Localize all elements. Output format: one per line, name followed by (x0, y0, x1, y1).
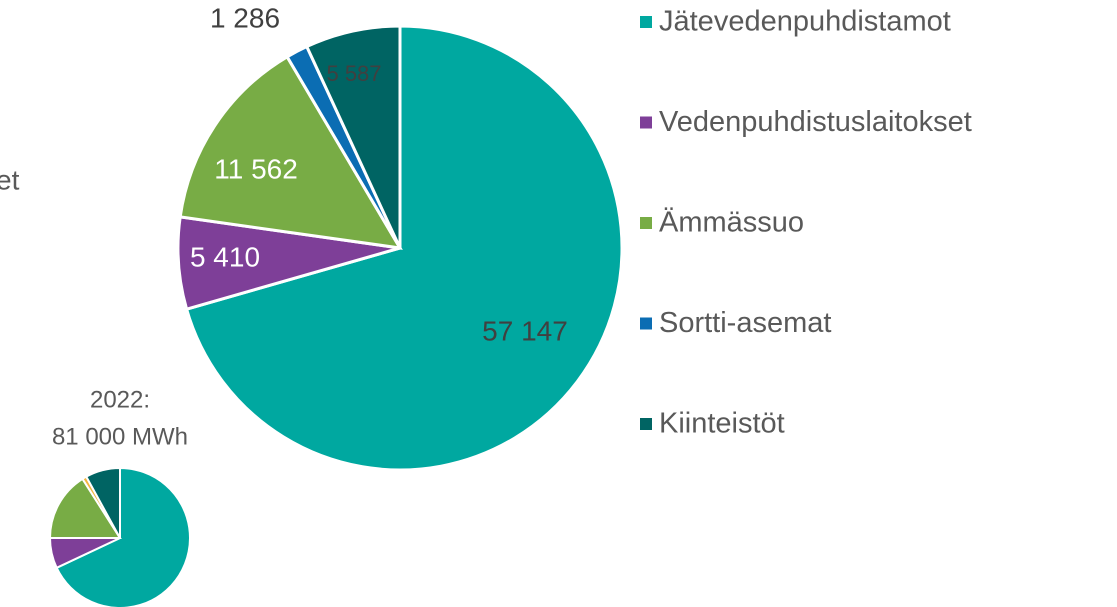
annotation: 81 000 MWh (52, 423, 188, 450)
pie-slice (48, 477, 122, 539)
legend-label: Ämmässuo (659, 207, 804, 239)
pie-slice (178, 54, 403, 250)
annotation: 2022: (90, 386, 150, 413)
pie-slice (55, 466, 191, 607)
legend-swatch (640, 418, 652, 430)
data-label: 5 410 (190, 241, 260, 272)
legend-swatch (640, 16, 652, 28)
data-label: 11 562 (214, 153, 298, 184)
pie-slice (84, 466, 121, 539)
data-label: 5 587 (326, 61, 381, 86)
legend-swatch (640, 116, 652, 129)
data-label: 1 286 (210, 2, 280, 33)
data-label: 57 147 (482, 315, 568, 346)
legend-label: Sortti-asemat (659, 307, 831, 339)
legend-swatch (640, 317, 652, 330)
pie-slice (184, 24, 624, 472)
legend-label: Jätevedenpuhdistamot (659, 6, 951, 38)
pie-slice (304, 24, 402, 249)
legend-label: Kiinteistöt (659, 408, 785, 440)
legend-label: Vedenpuhdistuslaitokset (659, 106, 972, 138)
cut-off-label: et (0, 164, 20, 195)
legend-swatch (640, 217, 652, 229)
